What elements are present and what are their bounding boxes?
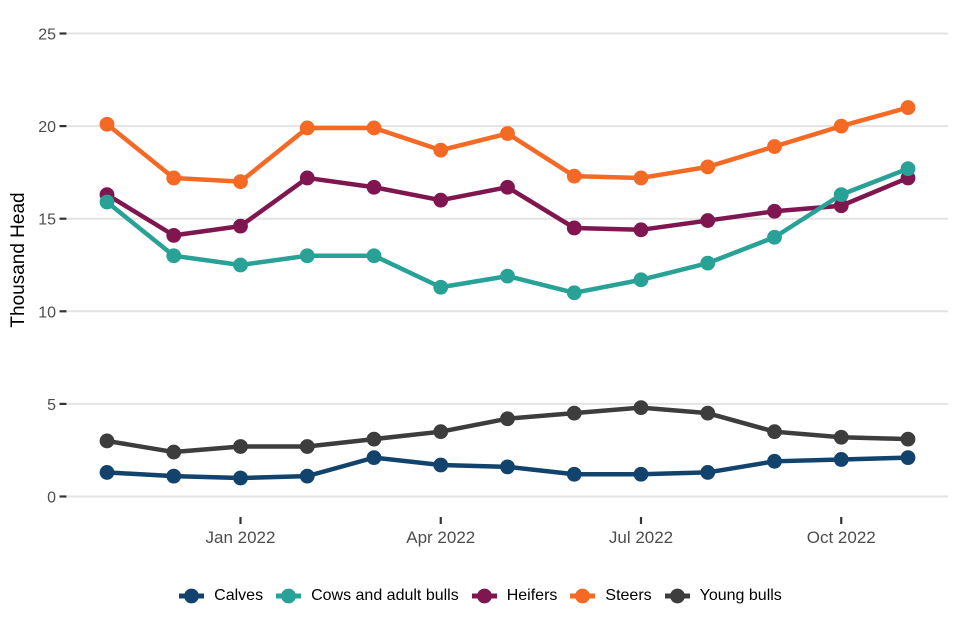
- data-point: [433, 457, 449, 473]
- data-point: [833, 198, 849, 214]
- data-point: [299, 468, 315, 484]
- data-point: [433, 424, 449, 440]
- data-point: [900, 100, 916, 115]
- data-point: [99, 433, 115, 449]
- legend-marker-icon: [570, 588, 596, 604]
- data-point: [166, 444, 182, 460]
- data-point: [833, 452, 849, 467]
- legend: Calves Cows and adult bulls Heifers Steers Y…: [0, 587, 960, 605]
- data-point: [99, 465, 115, 480]
- data-point: [299, 248, 315, 264]
- legend-label: Cows and adult bulls: [311, 587, 459, 604]
- data-point: [566, 285, 582, 301]
- data-point: [566, 466, 582, 482]
- data-point: [366, 450, 382, 466]
- data-point: [767, 229, 782, 245]
- data-point: [166, 227, 182, 243]
- data-point: [767, 453, 782, 469]
- data-point: [700, 213, 716, 228]
- data-point: [833, 187, 849, 203]
- data-point: [366, 431, 382, 447]
- data-point: [299, 170, 315, 186]
- data-point: [900, 161, 916, 177]
- data-point: [366, 120, 382, 136]
- legend-label: Young bulls: [699, 587, 782, 604]
- y-tick-label: 0: [47, 490, 56, 507]
- plot-area: 0 5 10 15 20 25 Jan 2022 Apr 2022 Jul 2022 Oct 20…: [38, 27, 948, 547]
- legend-item: Young bulls: [664, 587, 782, 605]
- data-point: [299, 439, 315, 454]
- data-point: [233, 470, 248, 486]
- data-point: [500, 459, 515, 475]
- data-point: [767, 203, 782, 219]
- legend-marker-icon: [179, 588, 205, 604]
- data-point: [166, 170, 182, 186]
- data-point: [500, 126, 515, 141]
- data-point: [900, 431, 916, 447]
- x-tick-label: Jul 2022: [609, 528, 673, 547]
- data-point: [833, 118, 849, 134]
- data-point: [433, 142, 449, 158]
- data-point: [233, 439, 248, 454]
- legend-item: Cows and adult bulls: [275, 587, 459, 605]
- x-tick-label: Jan 2022: [206, 528, 276, 547]
- legend-marker-icon: [276, 588, 302, 604]
- legend-label: Heifers: [506, 587, 558, 604]
- data-point: [433, 279, 449, 295]
- data-point: [299, 120, 315, 136]
- data-point: [700, 405, 716, 421]
- y-tick-label: 15: [38, 212, 56, 229]
- legend-label: Steers: [605, 587, 652, 604]
- data-point: [633, 466, 649, 482]
- data-point: [633, 222, 649, 238]
- data-point: [500, 179, 515, 195]
- data-point: [433, 192, 449, 208]
- data-point: [500, 268, 515, 284]
- data-point: [366, 179, 382, 195]
- data-point: [566, 220, 582, 236]
- y-tick-label: 5: [47, 397, 56, 414]
- data-point: [500, 411, 515, 427]
- legend-item: Heifers: [471, 587, 558, 605]
- data-point: [566, 168, 582, 184]
- data-point: [833, 429, 849, 445]
- data-point: [633, 170, 649, 186]
- data-point: [700, 465, 716, 480]
- legend-marker-icon: [664, 588, 690, 604]
- y-tick-label: 10: [38, 304, 56, 321]
- x-tick-label: Oct 2022: [807, 528, 876, 547]
- data-point: [166, 468, 182, 484]
- data-point: [233, 218, 248, 234]
- data-point: [700, 255, 716, 271]
- data-point: [767, 424, 782, 440]
- legend-item: Steers: [569, 587, 652, 605]
- y-tick-label: 20: [38, 119, 56, 136]
- data-point: [900, 450, 916, 466]
- data-point: [767, 139, 782, 154]
- data-point: [566, 405, 582, 421]
- x-tick-label: Apr 2022: [406, 528, 475, 547]
- data-point: [366, 248, 382, 264]
- data-point: [633, 272, 649, 288]
- data-point: [700, 159, 716, 175]
- data-point: [99, 116, 115, 132]
- legend-label: Calves: [214, 587, 264, 604]
- y-tick-label: 25: [38, 27, 56, 44]
- data-point: [633, 400, 649, 416]
- data-point: [166, 248, 182, 264]
- data-point: [233, 174, 248, 190]
- data-point: [99, 194, 115, 210]
- data-point: [233, 257, 248, 273]
- legend-marker-icon: [471, 588, 497, 604]
- legend-item: Calves: [178, 587, 263, 605]
- series-line: [104, 105, 911, 184]
